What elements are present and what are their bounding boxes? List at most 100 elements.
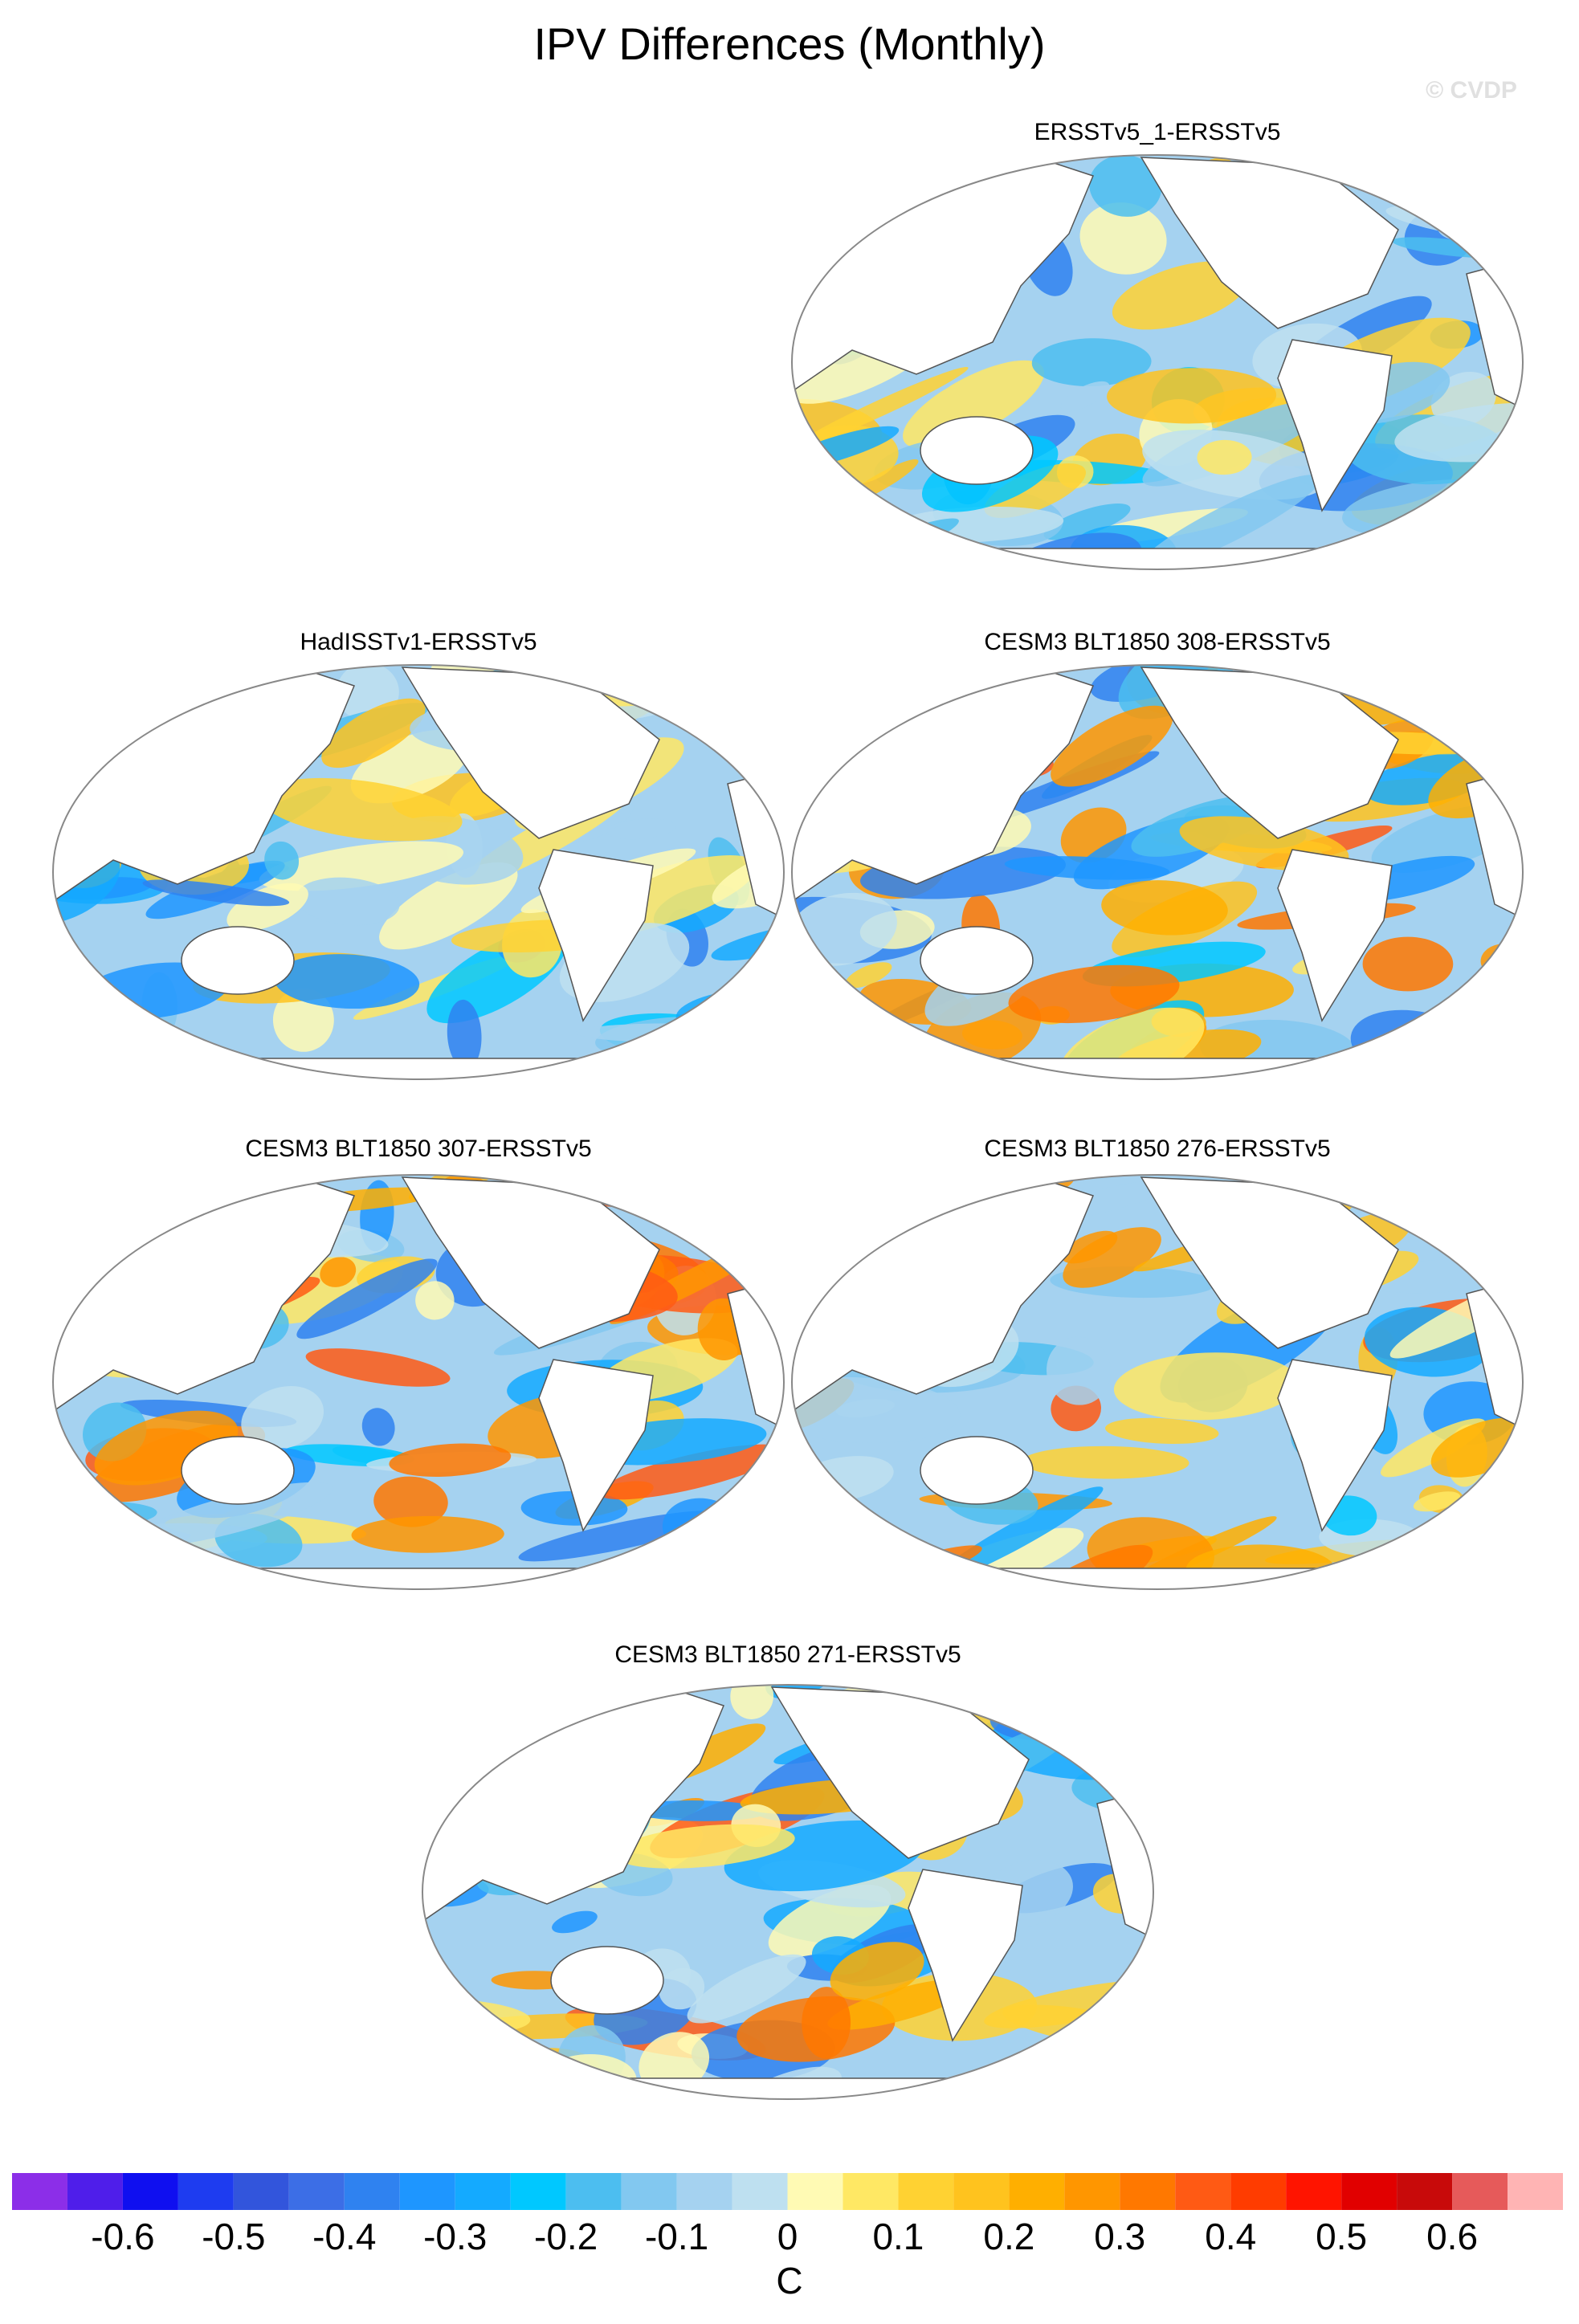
map-field [53, 1175, 784, 1589]
map-outline [52, 664, 785, 1080]
colorbar-box [1009, 2173, 1065, 2210]
anomaly-blob [933, 1486, 1104, 1583]
anomaly-blob [863, 1588, 1022, 1589]
colorbar-tick-label: -0.5 [202, 2216, 265, 2257]
anomaly-blob [1063, 1227, 1161, 1288]
colorbar-box [1286, 2173, 1342, 2210]
colorbar-tick-label: 0.5 [1316, 2216, 1367, 2257]
anomaly-blob [110, 1587, 243, 1589]
anomaly-blob [226, 883, 308, 932]
anomaly-blob [614, 1824, 795, 1869]
anomaly-blob [802, 1987, 851, 2059]
anomaly-blob [1394, 402, 1523, 463]
map-field [792, 665, 1523, 1079]
anomaly-blob [133, 1482, 333, 1547]
colorbar-box [1452, 2173, 1508, 2210]
anomaly-blob [241, 1386, 324, 1450]
panel-title: HadISSTv1-ERSSTv5 [300, 629, 537, 655]
map-outline [791, 154, 1524, 570]
panel-title: CESM3 BLT1850 271-ERSSTv5 [614, 1641, 961, 1668]
map-outline [52, 1174, 785, 1590]
anomaly-blob [273, 954, 420, 1009]
anomaly-blob [933, 1571, 1008, 1589]
colorbar-box [953, 2173, 1010, 2210]
anomaly-blob [53, 775, 71, 797]
colorbar-box [565, 2173, 622, 2210]
anomaly-blob [53, 1501, 157, 1531]
anomaly-blob [361, 1408, 395, 1446]
map-panel [791, 154, 1524, 570]
anomaly-blob [296, 1258, 438, 1339]
anomaly-blob [389, 1443, 512, 1477]
anomaly-blob [830, 1942, 924, 2001]
anomaly-blob [1197, 439, 1252, 475]
anomaly-blob [765, 1685, 843, 1699]
anomaly-blob [415, 1281, 455, 1320]
panel-title: CESM3 BLT1850 307-ERSSTv5 [245, 1135, 591, 1162]
colorbar-box [399, 2173, 455, 2210]
colorbar-box [344, 2173, 400, 2210]
panel-title: ERSSTv5_1-ERSSTv5 [1034, 119, 1281, 145]
colorbar-unit: C [776, 2260, 802, 2302]
colorbar-tick-label: 0 [777, 2216, 798, 2257]
colorbar-tick-label: 0.1 [872, 2216, 924, 2257]
anomaly-blob [1369, 1175, 1460, 1217]
map-panel [422, 1684, 1154, 2100]
anomaly-blob [606, 818, 676, 840]
anomaly-blob [1043, 504, 1131, 540]
colorbar-box [787, 2173, 843, 2210]
map-field [792, 1175, 1523, 1589]
colorbar-box [1064, 2173, 1120, 2210]
anomaly-blob [351, 1515, 504, 1553]
anomaly-blob [1051, 705, 1173, 787]
anomaly-blob [1060, 381, 1110, 412]
colorbar-box [1230, 2173, 1287, 2210]
map-field [53, 665, 784, 1079]
anomaly-blob [1022, 1445, 1189, 1479]
colorbar-box [510, 2173, 566, 2210]
colorbar-box [67, 2173, 123, 2210]
anomaly-blob [552, 1910, 598, 1934]
anomaly-blob [379, 862, 518, 950]
panel-title: CESM3 BLT1850 308-ERSSTv5 [984, 629, 1330, 655]
anomaly-blob [1047, 1336, 1112, 1405]
colorbar: -0.6 -0.5 -0.4 -0.3 -0.2 -0.1 0 0.1 0.2 0.3 0.4 0.5… [12, 2173, 1563, 2257]
anomaly-blob [687, 1954, 806, 2024]
map-outline [422, 1684, 1154, 2100]
map-panel [52, 1174, 785, 1590]
anomaly-blob [730, 1685, 774, 1719]
colorbar-box [233, 2173, 289, 2210]
colorbar-box [676, 2173, 732, 2210]
anomaly-blob [447, 999, 482, 1070]
map-field [422, 1685, 1153, 2099]
map-panel [791, 1174, 1524, 1590]
colorbar-box [1341, 2173, 1397, 2210]
map-outline [791, 1174, 1524, 1590]
colorbar-box [122, 2173, 178, 2210]
anomaly-blob [373, 1476, 448, 1527]
anomaly-blob [854, 1545, 982, 1589]
map-panel [791, 664, 1524, 1080]
anomaly-blob [1004, 856, 1170, 880]
anomaly-blob [1079, 202, 1167, 275]
colorbar-tick-label: 0.2 [983, 2216, 1034, 2257]
anomaly-blob [320, 1257, 357, 1287]
anomaly-blob [845, 962, 892, 989]
anomaly-blob [628, 1800, 769, 1821]
anomaly-blob [862, 549, 981, 569]
colorbar-tick-label: 0.3 [1094, 2216, 1145, 2257]
watermark: © CVDP [1426, 77, 1517, 104]
panel-title: CESM3 BLT1850 276-ERSSTv5 [984, 1135, 1330, 1162]
colorbar-tick-label: -0.3 [423, 2216, 487, 2257]
anomaly-blob [599, 1444, 784, 1500]
anomaly-blob [1450, 677, 1492, 739]
colorbar-box [1120, 2173, 1176, 2210]
colorbar-tick-label: -0.2 [534, 2216, 598, 2257]
anomaly-blob [1422, 1531, 1523, 1557]
anomaly-blob [1101, 880, 1228, 936]
colorbar-tick-label: 0.6 [1426, 2216, 1478, 2257]
colorbar-box [1508, 2173, 1563, 2210]
anomaly-blob [573, 665, 659, 689]
anomaly-blob [984, 463, 1087, 519]
